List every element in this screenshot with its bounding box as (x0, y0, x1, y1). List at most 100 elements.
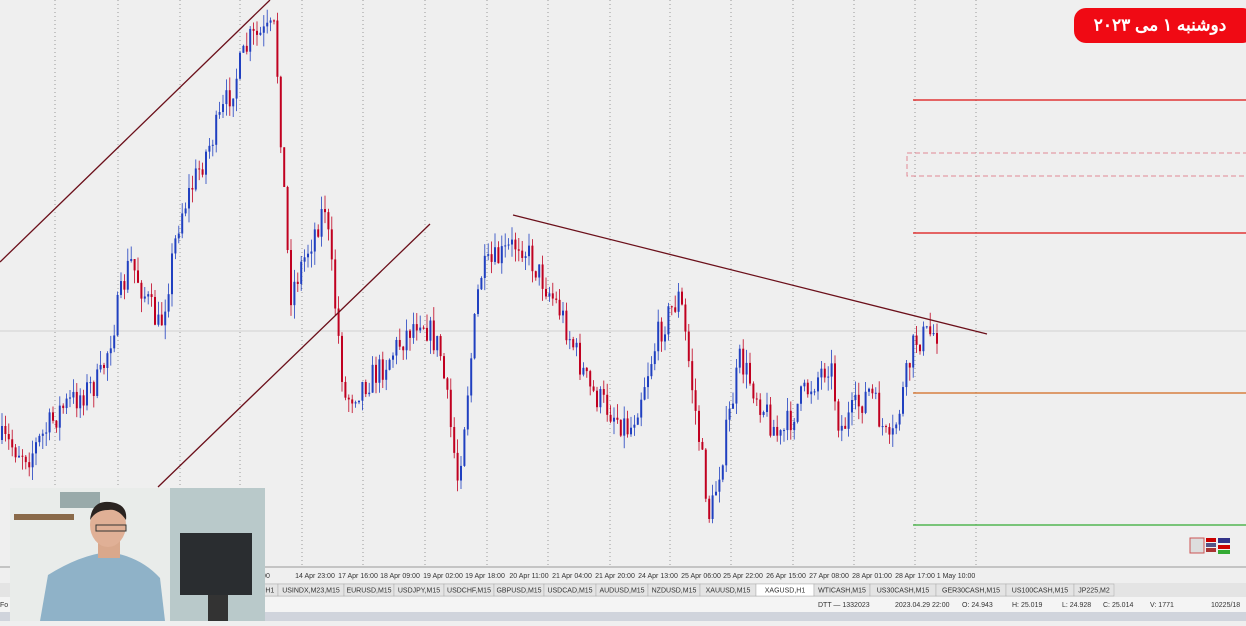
candle (38, 435, 41, 443)
candle (786, 410, 789, 431)
tab-label[interactable]: XAGUSD,H1 (765, 587, 806, 594)
candle (616, 417, 619, 420)
candle (300, 261, 303, 284)
time-label: 18 Apr 09:00 (380, 573, 420, 580)
tab-label[interactable]: USDJPY,M15 (398, 587, 440, 594)
candle (429, 320, 432, 341)
candle (803, 382, 806, 387)
candle (813, 391, 816, 393)
candle (222, 104, 224, 113)
status-open: O: 24.943 (962, 602, 993, 609)
candle (191, 187, 194, 190)
candle (470, 358, 473, 396)
candle (579, 342, 581, 375)
candle (239, 52, 241, 79)
candle (915, 335, 918, 345)
candle (708, 498, 711, 519)
tab-label[interactable]: EURUSD,M15 (346, 587, 391, 594)
candle (759, 399, 762, 415)
candle (283, 147, 286, 187)
candle (500, 246, 503, 264)
candle (160, 314, 163, 326)
candle (432, 320, 435, 351)
candle (364, 382, 367, 395)
tab-label[interactable]: USINDX,M23,M15 (282, 587, 340, 594)
candle (806, 382, 809, 395)
tab-label[interactable]: Y,H1 (260, 587, 275, 594)
candle (704, 449, 707, 499)
candle (177, 233, 180, 239)
candle (562, 310, 564, 316)
candle (242, 45, 245, 53)
grid (54, 0, 977, 567)
candle (245, 45, 248, 52)
trend-lines (0, 0, 988, 488)
candle (402, 346, 405, 351)
candle (908, 363, 911, 368)
candle (205, 151, 207, 175)
candle (249, 28, 252, 52)
tab-label[interactable]: XAUUSD,M15 (706, 587, 751, 594)
tab-label[interactable]: NZDUSD,M15 (652, 587, 697, 594)
candle (123, 281, 126, 290)
tab-label[interactable]: USDCHF,M15 (447, 587, 491, 594)
candle (235, 78, 238, 99)
tab[interactable] (1073, 583, 1115, 597)
candle (840, 425, 843, 431)
candle (599, 389, 602, 408)
tool-icon (1189, 537, 1230, 554)
candle (443, 356, 445, 379)
time-label: 25 Apr 06:00 (681, 573, 721, 580)
candle (167, 294, 170, 312)
candle (466, 395, 469, 430)
candle (344, 381, 347, 398)
tab-label[interactable]: GBPUSD,M15 (496, 587, 541, 594)
candle (524, 256, 527, 258)
candle (415, 324, 418, 331)
candle (28, 462, 31, 468)
tab-label[interactable]: US100CASH,M15 (1012, 587, 1069, 594)
candle (793, 421, 796, 431)
candle (215, 114, 218, 145)
candle (684, 304, 687, 332)
candle (279, 76, 282, 148)
candle (24, 456, 27, 463)
candle (147, 294, 150, 297)
candle (371, 364, 374, 393)
candle (99, 364, 102, 370)
tab-label[interactable]: AUDUSD,M15 (599, 587, 644, 594)
candle (548, 293, 551, 297)
tab-label[interactable]: USDCAD,M15 (547, 587, 592, 594)
candle (660, 321, 663, 342)
candle (606, 394, 609, 415)
tab-label[interactable]: US30CASH,M15 (877, 587, 930, 594)
tab-label[interactable]: WTICASH,M15 (818, 587, 866, 594)
time-label: 27 Apr 08:00 (809, 573, 849, 580)
time-axis (0, 567, 1246, 583)
candle (874, 392, 877, 394)
candle (198, 168, 201, 170)
candle (419, 327, 422, 331)
candle (718, 479, 721, 492)
status-volume: V: 1771 (1150, 602, 1174, 609)
tab-label[interactable]: GER30CASH,M15 (942, 587, 1000, 594)
candle (514, 239, 517, 250)
candle (633, 424, 636, 428)
time-label: 14 Apr 23:00 (295, 573, 335, 580)
candle (881, 426, 884, 428)
candle (89, 382, 92, 384)
candle (460, 465, 462, 481)
candle (650, 364, 653, 377)
candle (844, 425, 847, 429)
candle (273, 20, 275, 22)
candle (670, 306, 673, 308)
candle (201, 169, 204, 175)
tab-label[interactable]: JP225,M2 (1078, 587, 1110, 594)
candle (422, 327, 425, 329)
candle (572, 339, 575, 348)
candle (218, 112, 221, 115)
candle (14, 447, 17, 458)
candle (820, 368, 823, 378)
candle (738, 348, 741, 368)
